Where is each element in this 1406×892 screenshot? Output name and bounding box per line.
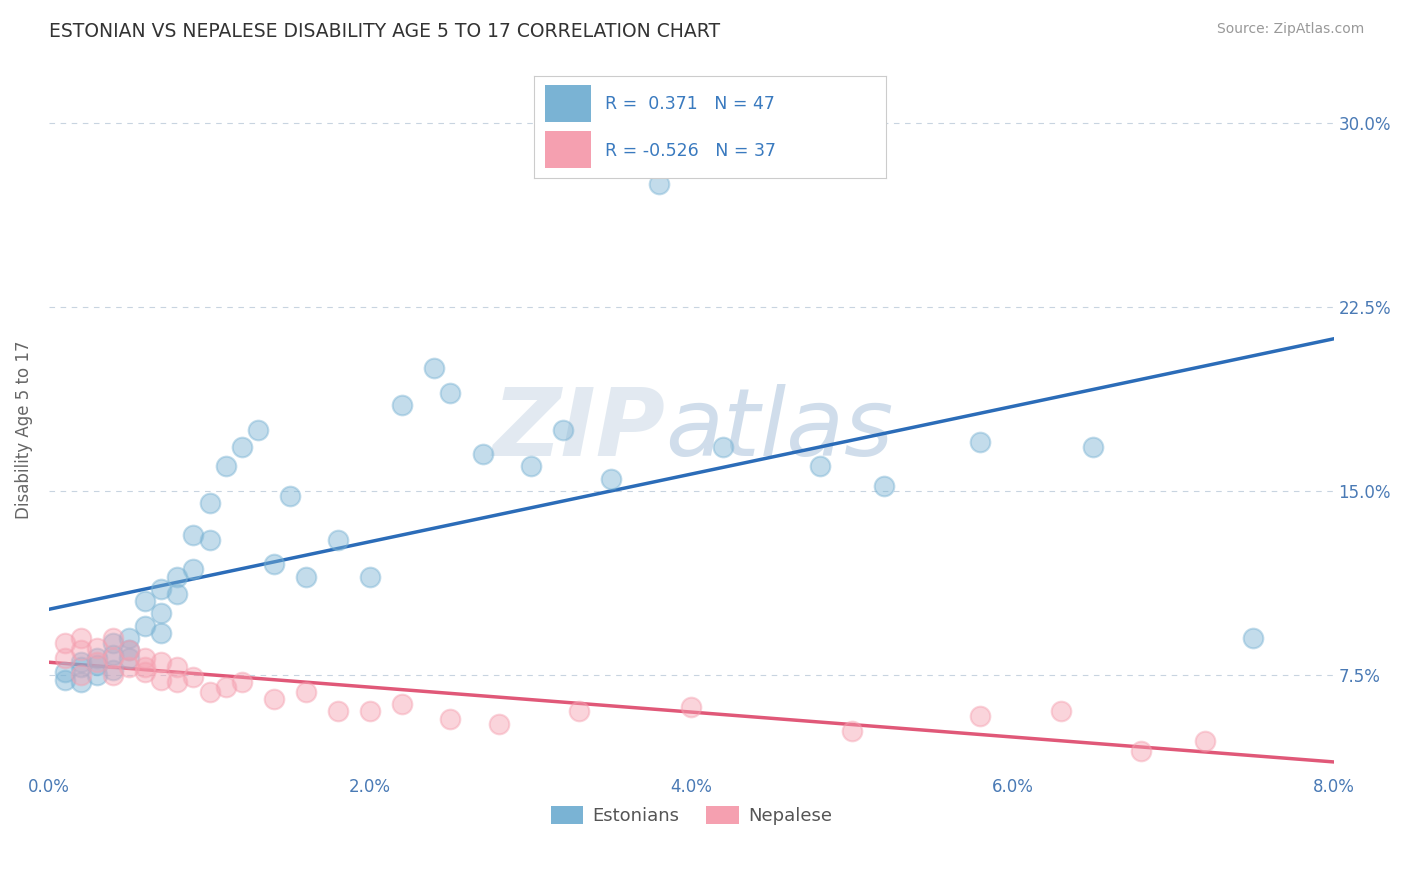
Point <box>969 434 991 449</box>
Text: R = -0.526   N = 37: R = -0.526 N = 37 <box>605 142 776 160</box>
Point <box>70 660 93 674</box>
Point <box>568 705 591 719</box>
Point <box>278 489 301 503</box>
Point <box>150 656 173 670</box>
Point <box>70 675 93 690</box>
Point <box>103 663 125 677</box>
Point <box>359 569 381 583</box>
Point <box>681 699 703 714</box>
Text: ZIP: ZIP <box>492 384 665 475</box>
Point <box>359 705 381 719</box>
Point <box>1129 744 1152 758</box>
Point <box>808 459 831 474</box>
Point <box>118 643 141 657</box>
Point <box>53 636 76 650</box>
Point <box>150 626 173 640</box>
Point <box>103 650 125 665</box>
Point <box>166 587 188 601</box>
Point <box>648 178 671 192</box>
Point <box>118 643 141 657</box>
Text: atlas: atlas <box>665 384 894 475</box>
Point <box>103 667 125 681</box>
Point <box>183 528 205 542</box>
Point <box>214 459 236 474</box>
Point <box>263 692 285 706</box>
Point <box>246 423 269 437</box>
Text: Source: ZipAtlas.com: Source: ZipAtlas.com <box>1216 22 1364 37</box>
Point <box>600 472 623 486</box>
Point <box>103 648 125 662</box>
Point <box>423 361 446 376</box>
Point <box>70 667 93 681</box>
Point <box>70 643 93 657</box>
Point <box>183 562 205 576</box>
Point <box>1081 440 1104 454</box>
Point <box>70 631 93 645</box>
Point <box>391 697 413 711</box>
Point <box>1241 631 1264 645</box>
Point <box>214 680 236 694</box>
Point <box>471 447 494 461</box>
Bar <box>544 85 591 122</box>
Point <box>841 724 863 739</box>
Point <box>118 631 141 645</box>
Point <box>1194 734 1216 748</box>
Point <box>166 675 188 690</box>
Text: ESTONIAN VS NEPALESE DISABILITY AGE 5 TO 17 CORRELATION CHART: ESTONIAN VS NEPALESE DISABILITY AGE 5 TO… <box>49 22 720 41</box>
Point <box>53 650 76 665</box>
Point <box>231 675 253 690</box>
Point <box>439 385 461 400</box>
Point <box>118 660 141 674</box>
Point <box>134 594 156 608</box>
Point <box>326 533 349 547</box>
Point <box>439 712 461 726</box>
Point <box>86 656 108 670</box>
Y-axis label: Disability Age 5 to 17: Disability Age 5 to 17 <box>15 341 32 519</box>
Point <box>166 660 188 674</box>
Point <box>326 705 349 719</box>
Legend: Estonians, Nepalese: Estonians, Nepalese <box>544 798 839 832</box>
Point <box>295 569 318 583</box>
Point <box>53 673 76 687</box>
Point <box>519 459 541 474</box>
Point <box>183 670 205 684</box>
Point <box>873 479 896 493</box>
Point <box>134 660 156 674</box>
Point <box>86 640 108 655</box>
Point <box>134 650 156 665</box>
Point <box>198 685 221 699</box>
Point <box>134 665 156 680</box>
Point <box>969 709 991 723</box>
Bar <box>544 131 591 168</box>
Point <box>86 657 108 672</box>
Point <box>103 636 125 650</box>
Point <box>103 631 125 645</box>
Point <box>166 569 188 583</box>
Point <box>150 582 173 596</box>
Point <box>134 618 156 632</box>
Point <box>231 440 253 454</box>
Point <box>263 558 285 572</box>
Point <box>1049 705 1071 719</box>
Point <box>70 656 93 670</box>
Text: R =  0.371   N = 47: R = 0.371 N = 47 <box>605 95 775 112</box>
Point <box>118 650 141 665</box>
Point <box>711 440 734 454</box>
Point <box>198 496 221 510</box>
Point <box>150 673 173 687</box>
Point <box>488 716 510 731</box>
Point <box>391 398 413 412</box>
Point <box>53 665 76 680</box>
Point <box>86 667 108 681</box>
Point <box>295 685 318 699</box>
Point <box>198 533 221 547</box>
Point <box>86 650 108 665</box>
Point <box>150 607 173 621</box>
Point <box>551 423 574 437</box>
